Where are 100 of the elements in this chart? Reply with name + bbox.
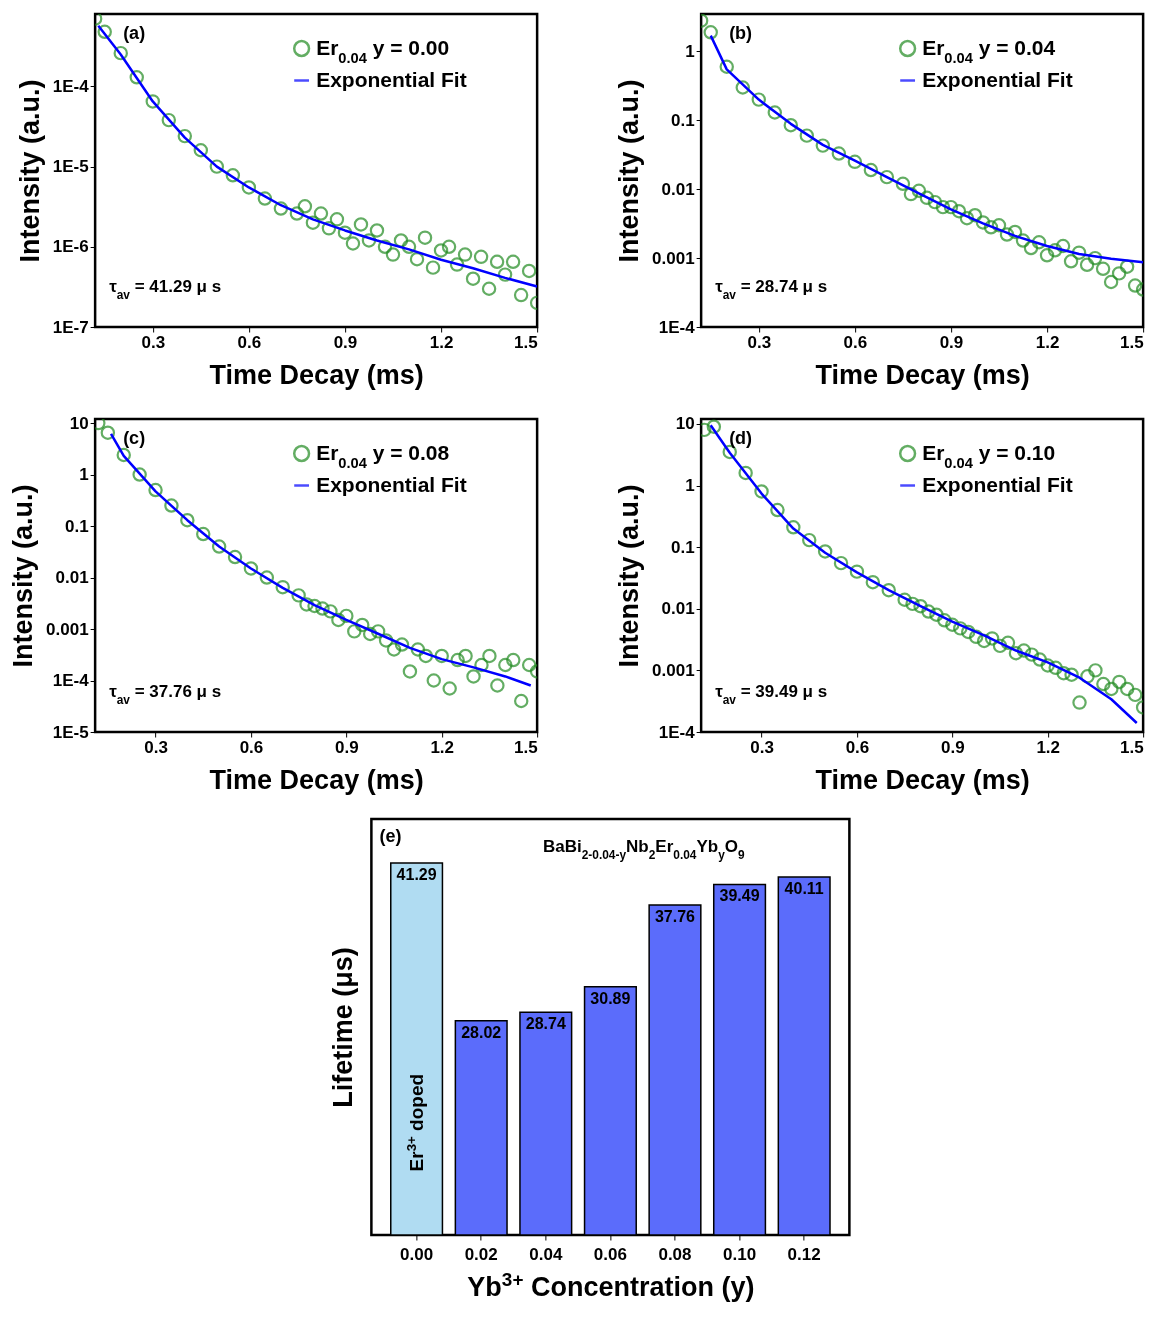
y-tick-label: 1E-7 <box>52 317 89 337</box>
point <box>148 482 163 498</box>
point <box>735 80 750 95</box>
point <box>209 159 225 174</box>
point <box>951 203 967 219</box>
x-tick-label: 1.5 <box>513 737 538 757</box>
point <box>847 154 863 170</box>
point <box>291 588 306 603</box>
x-tick-label: 0.9 <box>941 737 965 757</box>
point <box>259 570 275 585</box>
point <box>345 236 361 251</box>
point <box>434 648 449 664</box>
point <box>1096 676 1111 692</box>
point <box>706 419 722 434</box>
annotation: τ$_{av}$ = 37.76 μ s <box>109 682 222 707</box>
point <box>193 143 209 158</box>
point <box>385 247 401 262</box>
point <box>1015 233 1031 248</box>
point <box>1008 645 1024 661</box>
point <box>370 624 386 639</box>
point <box>929 607 944 622</box>
point <box>897 592 912 607</box>
point <box>1048 660 1063 676</box>
point <box>402 664 418 679</box>
y-tick-label: 0.01 <box>55 568 89 588</box>
x-tick-label: 1.5 <box>1119 332 1144 352</box>
y-tick-label: 1 <box>685 41 695 61</box>
point <box>180 512 195 528</box>
x-tick-label: 0.04 <box>529 1244 563 1264</box>
point <box>113 45 128 61</box>
y-tick-label: 0.001 <box>652 660 695 680</box>
point <box>394 637 410 652</box>
point <box>817 544 833 559</box>
point <box>1103 274 1119 290</box>
point <box>257 191 273 206</box>
point <box>313 206 329 221</box>
point <box>1023 240 1039 256</box>
legend-label: Er$_{0.04}$ y = 0.08 <box>316 440 450 471</box>
data-label: 28.02 <box>461 1023 502 1041</box>
y-tick-label: 1E-4 <box>658 722 696 742</box>
point <box>498 657 513 673</box>
point <box>273 201 289 216</box>
point <box>1119 259 1135 274</box>
point <box>927 194 943 210</box>
point <box>919 190 935 206</box>
point <box>1088 663 1103 678</box>
point <box>132 467 147 482</box>
y-axis-title: Intensity (a.u.) <box>8 484 39 668</box>
point <box>450 652 465 668</box>
point <box>831 146 847 161</box>
annotation: τ$_{av}$ = 39.49 μ s <box>715 682 828 707</box>
point <box>506 652 521 668</box>
y-tick-label: 1E-4 <box>52 671 90 691</box>
x-tick-label: 1.2 <box>1036 737 1061 757</box>
point <box>1032 652 1047 667</box>
point <box>975 215 991 230</box>
point <box>347 624 362 639</box>
y-axis-title: Intensity (a.u.) <box>614 484 645 668</box>
point <box>738 465 753 481</box>
point <box>1007 224 1023 240</box>
x-tick-label: 0.3 <box>141 332 166 352</box>
legend-label: Exponential Fit <box>922 67 1073 91</box>
y-axis-title: Intensity (a.u.) <box>14 79 45 263</box>
x-tick-label: 0.08 <box>658 1244 692 1264</box>
x-tick-label: 1.2 <box>430 737 455 757</box>
y-tick-label: 0.1 <box>670 537 695 557</box>
point <box>241 180 257 195</box>
point <box>754 484 769 499</box>
point <box>905 596 920 612</box>
point <box>465 271 481 286</box>
point <box>992 638 1008 654</box>
y-tick-label: 1E-5 <box>52 722 89 742</box>
point <box>937 613 952 628</box>
y-tick-label: 0.001 <box>652 248 695 268</box>
y-tick-label: 0.01 <box>661 179 695 199</box>
annotation: (b) <box>729 23 753 43</box>
data-label: 37.76 <box>654 908 696 926</box>
x-tick-label: 0.02 <box>464 1244 498 1264</box>
point <box>361 233 377 248</box>
point <box>449 257 465 272</box>
point <box>1120 681 1135 697</box>
text: BaBi$_{2-0.04-y}$Nb$_{2}$Er$_{0.04}$Yb$_{y}$O$_{9}$ <box>543 837 745 862</box>
point <box>315 601 330 616</box>
point <box>959 210 975 226</box>
point <box>968 629 984 645</box>
data-label: 40.11 <box>784 880 824 898</box>
point <box>329 212 345 227</box>
point <box>426 673 441 688</box>
point <box>100 425 116 440</box>
x-tick-label: 0.06 <box>593 1244 627 1264</box>
point <box>161 112 177 128</box>
point <box>410 642 426 657</box>
point <box>1127 278 1143 293</box>
point <box>961 624 976 640</box>
point <box>984 631 1000 646</box>
legend-label: Er$_{0.04}$ y = 0.10 <box>922 440 1056 471</box>
point <box>1047 243 1063 258</box>
point <box>1064 667 1079 682</box>
point <box>196 526 211 542</box>
point <box>865 574 881 590</box>
